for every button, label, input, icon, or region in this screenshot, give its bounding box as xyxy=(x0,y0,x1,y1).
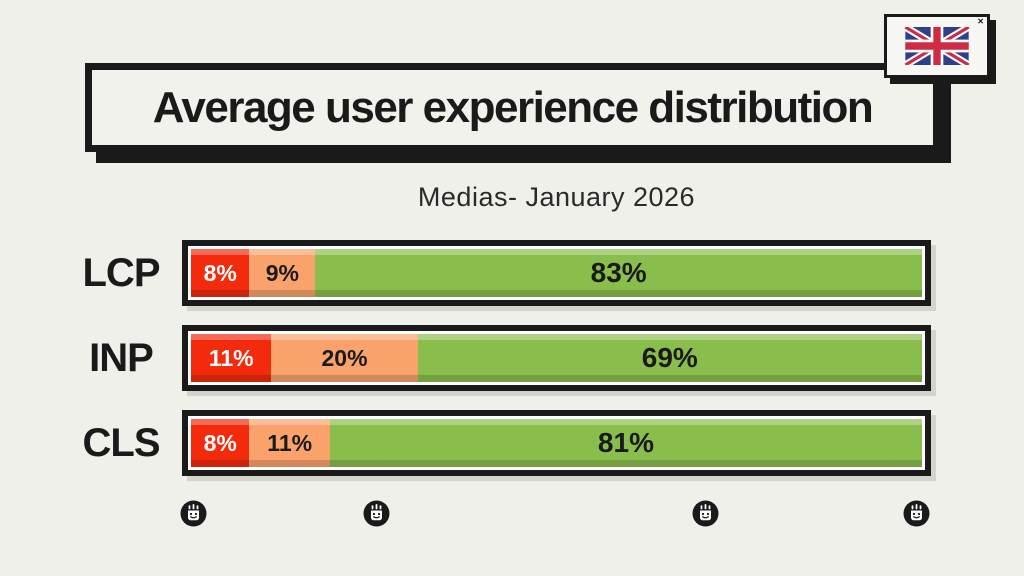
bar-row: INP 11% 20% 69% xyxy=(60,325,931,391)
segment-poor: 11% xyxy=(191,334,272,382)
bar-row: CLS 8% 11% 81% xyxy=(60,410,931,476)
bar-track: 11% 20% 69% xyxy=(182,325,931,391)
segment-good: 69% xyxy=(417,334,922,382)
segment-poor: 8% xyxy=(191,249,250,297)
bar-row: LCP 8% 9% 83% xyxy=(60,240,931,306)
segment-good: 83% xyxy=(315,249,923,297)
bar-track: 8% 9% 83% xyxy=(182,240,931,306)
fire-icon xyxy=(363,500,390,527)
segment-needs-improvement: 20% xyxy=(271,334,418,382)
segment-poor: 8% xyxy=(191,419,250,467)
language-flag-card[interactable]: ✕ xyxy=(884,14,990,78)
segment-needs-improvement: 9% xyxy=(249,249,316,297)
fire-icon xyxy=(180,500,207,527)
uk-flag-icon xyxy=(904,27,970,65)
segment-needs-improvement: 11% xyxy=(249,419,330,467)
bar-track: 8% 11% 81% xyxy=(182,410,931,476)
bar-rows: LCP 8% 9% 83% INP 11% 20% 69% CLS 8% 11% 81% xyxy=(60,240,931,495)
chart-subtitle: Medias- January 2026 xyxy=(417,182,696,212)
fire-icon xyxy=(692,500,719,527)
metric-label: LCP xyxy=(82,250,161,295)
metric-label: INP xyxy=(89,335,154,380)
metric-label: CLS xyxy=(82,420,161,465)
page-title: Average user experience distribution xyxy=(152,82,874,132)
close-icon[interactable]: ✕ xyxy=(977,17,984,26)
fire-icon xyxy=(903,500,930,527)
title-card: Average user experience distribution xyxy=(85,63,940,152)
segment-good: 81% xyxy=(329,419,922,467)
